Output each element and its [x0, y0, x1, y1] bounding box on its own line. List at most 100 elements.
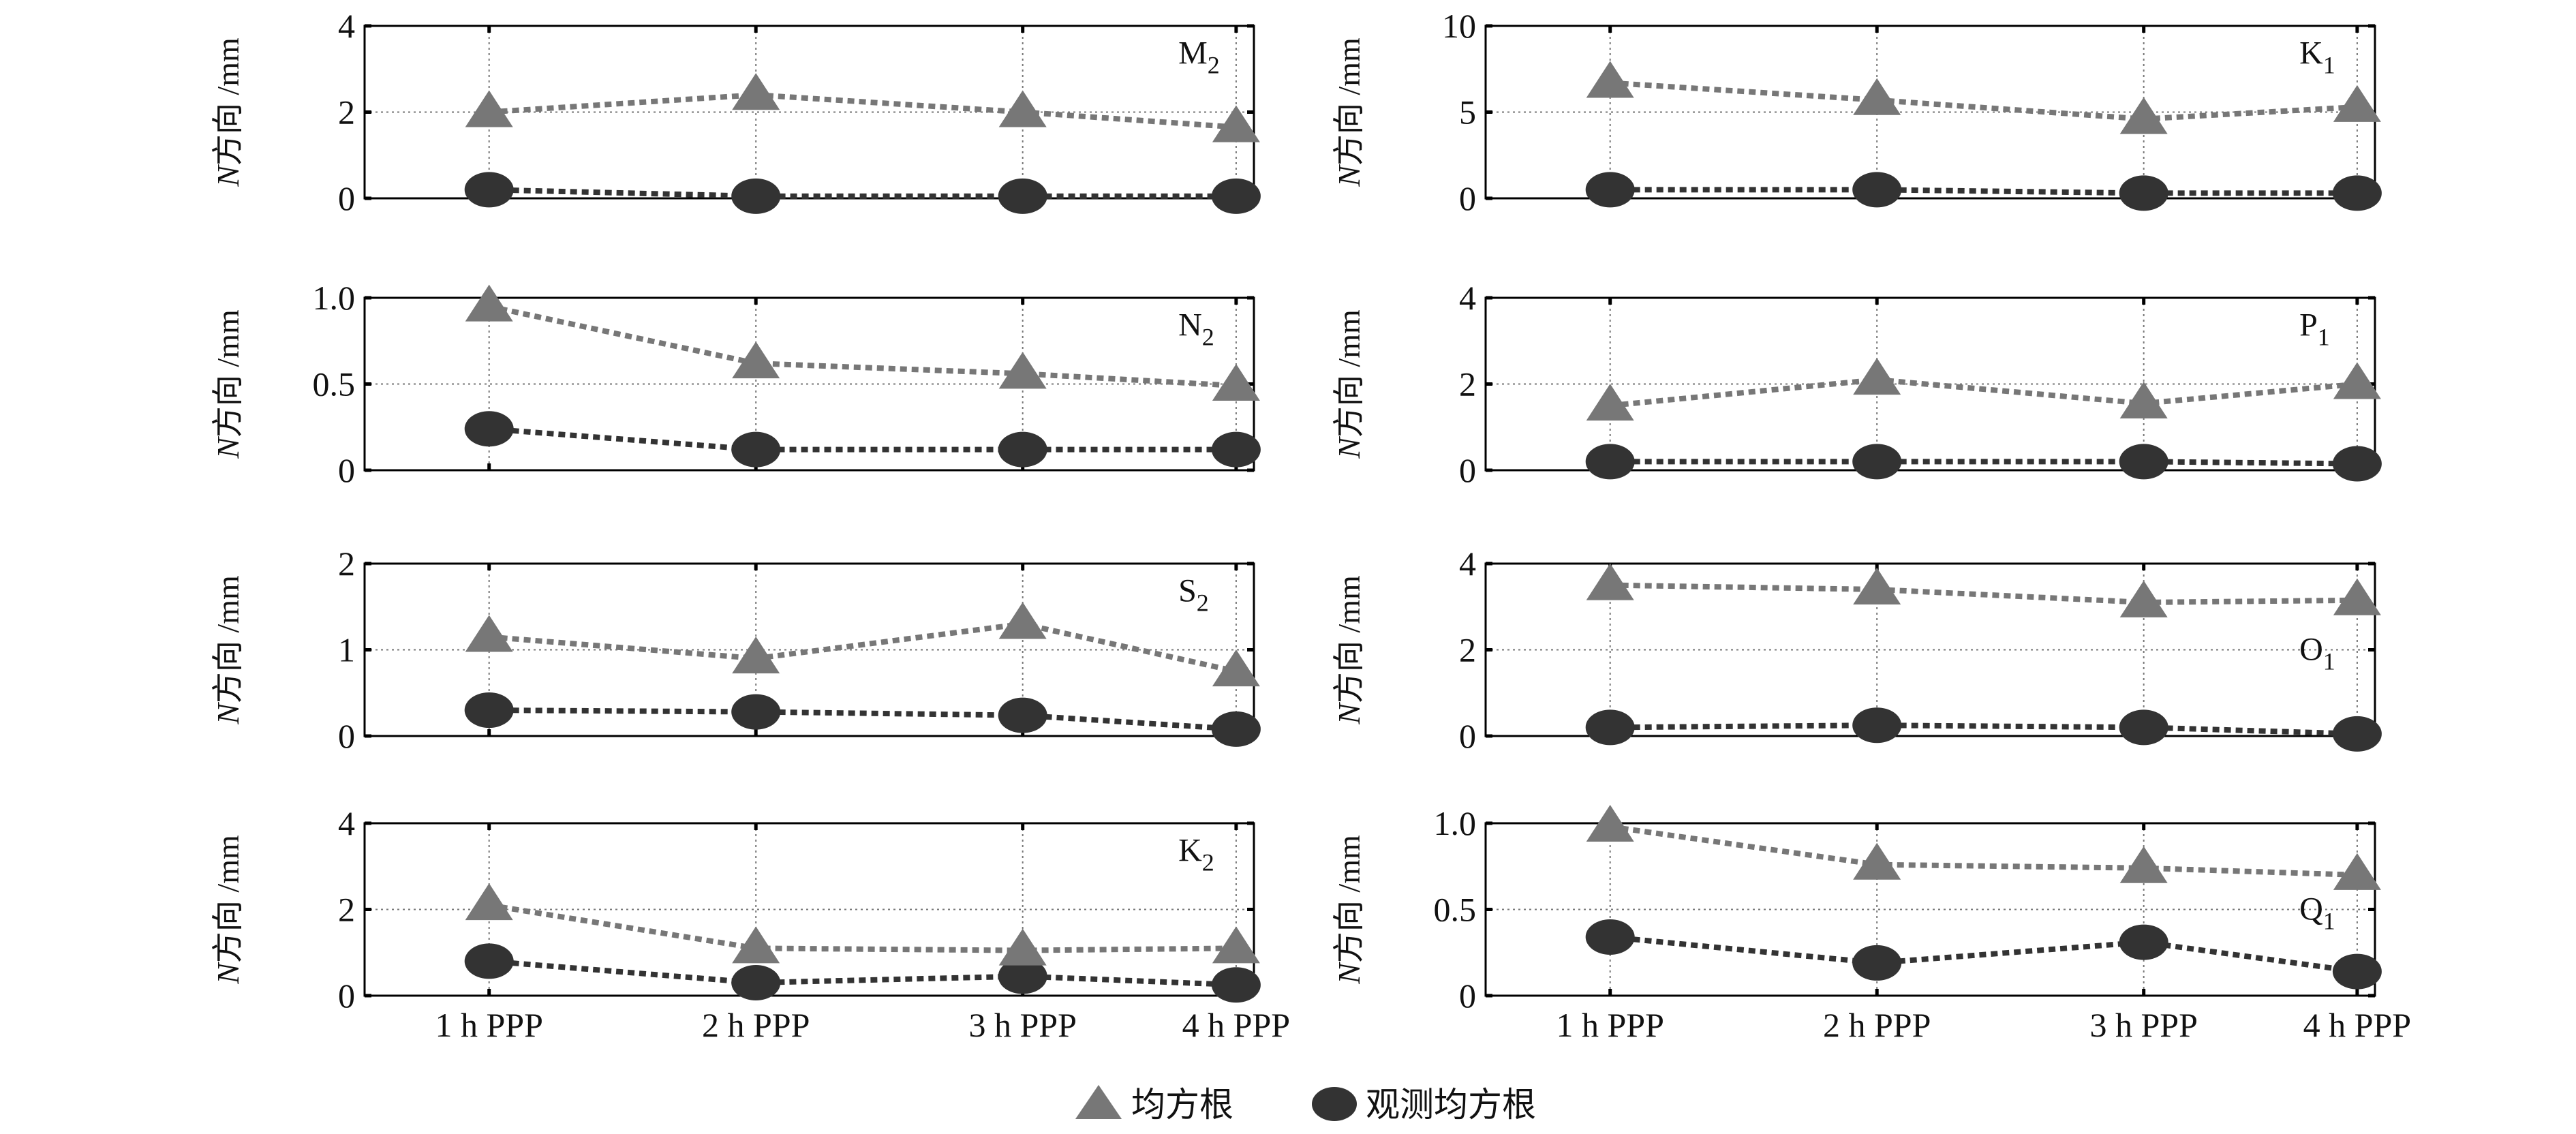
y-axis-label: N方向 /mm [1332, 309, 1366, 459]
rms-point [1853, 78, 1901, 115]
y-axis-label-var: N [1332, 164, 1366, 187]
obs-series-line [1610, 187, 2357, 196]
obs-point [731, 178, 781, 214]
y-axis-label-var: N [211, 436, 245, 459]
y-tick-label: 0 [338, 717, 355, 755]
legend-circle-marker [1312, 1087, 1357, 1121]
y-tick-label: 0 [338, 451, 355, 489]
y-axis-label: N方向 /mm [1332, 37, 1366, 187]
y-axis-label: N方向 /mm [1332, 575, 1366, 725]
panel-label-sub: 1 [2323, 648, 2335, 675]
y-axis-label: N方向 /mm [1332, 835, 1366, 985]
y-tick-label: 4 [338, 804, 355, 842]
panel-label-sub: 1 [2318, 324, 2330, 351]
obs-point [1585, 709, 1635, 746]
panel-p1: 0 2 4 N方向 /mm P1 [1332, 279, 2382, 489]
y-tick-label: 0 [1459, 977, 1476, 1015]
rms-point [465, 90, 513, 127]
y-tick-label: 0 [338, 977, 355, 1015]
obs-point [731, 965, 781, 1001]
obs-series-line [489, 187, 1236, 199]
y-axis-label-text: 方向 /mm [211, 309, 245, 438]
panel-o1: 0 2 4 N方向 /mm O1 [1332, 545, 2382, 755]
obs-series-line [1610, 722, 2358, 737]
x-tick-label: 1 h PPP [1556, 1006, 1663, 1044]
y-tick-label: 2 [1459, 631, 1476, 669]
y-axis-label-text: 方向 /mm [1332, 37, 1366, 166]
panel-label-sub: 2 [1197, 589, 1209, 617]
panel-label: M2 [1178, 35, 1220, 79]
y-axis-label-var: N [211, 962, 245, 985]
obs-point [2119, 175, 2168, 211]
rms-point [1212, 926, 1260, 964]
y-axis-label-var: N [1332, 436, 1366, 459]
panel-label-main: O [2299, 632, 2323, 668]
obs-point [1211, 711, 1261, 747]
obs-point [1852, 172, 1902, 208]
y-tick-label: 0.5 [1434, 891, 1477, 929]
panel-label-sub: 2 [1208, 52, 1220, 79]
y-tick-label: 2 [338, 545, 355, 583]
rms-series-line [488, 303, 1237, 389]
panel-label-sub: 1 [2323, 908, 2335, 935]
y-tick-label: 4 [1459, 279, 1476, 317]
obs-point [731, 431, 781, 468]
y-tick-label: 2 [338, 93, 355, 132]
y-tick-label: 2 [338, 891, 355, 929]
y-axis-label-text: 方向 /mm [211, 575, 245, 703]
rms-series-line [489, 92, 1237, 130]
rms-series-line [1610, 377, 2358, 409]
rms-point [1212, 364, 1260, 401]
obs-point [1852, 707, 1902, 744]
rms-point [998, 352, 1047, 389]
y-tick-label: 0 [1459, 717, 1476, 755]
obs-point [2332, 446, 2382, 482]
rms-point [1586, 805, 1634, 842]
panel-label-sub: 2 [1202, 324, 1214, 351]
legend-triangle-marker [1075, 1085, 1122, 1119]
panel-label-main: K [1178, 833, 1202, 869]
legend-label-rms: 均方根 [1131, 1086, 1233, 1124]
obs-point [464, 172, 514, 208]
rms-point [998, 90, 1047, 127]
panel-label: K1 [2299, 35, 2335, 79]
obs-series-line [489, 958, 1237, 988]
obs-point [1585, 444, 1635, 480]
rms-point [2119, 580, 2168, 617]
panel-k1: 0 5 10 N方向 /mm K1 [1332, 7, 2382, 217]
obs-point [998, 697, 1047, 733]
rms-point [1212, 105, 1260, 142]
y-tick-label: 1.0 [1434, 804, 1477, 842]
panel-q1: 0 0.5 1.0 N方向 /mm Q1 1 h PPP 2 h PPP 3 h PPP 4 h… [1332, 804, 2411, 1044]
obs-point [2332, 716, 2382, 752]
obs-point [998, 958, 1047, 994]
panel-label: Q1 [2299, 891, 2335, 935]
y-axis-label-var: N [1332, 962, 1366, 985]
obs-point [464, 943, 514, 979]
y-axis-label: N方向 /mm [211, 575, 245, 725]
rms-point [732, 73, 780, 110]
obs-point [1211, 967, 1261, 1003]
rms-point [998, 602, 1047, 639]
obs-point [1585, 919, 1635, 955]
panel-label-main: Q [2299, 891, 2323, 928]
panel-label-sub: 2 [1202, 849, 1214, 876]
rms-series-line [489, 621, 1237, 675]
rms-point [2333, 362, 2381, 399]
y-axis-label: N方向 /mm [211, 309, 245, 459]
rms-point [1853, 842, 1901, 880]
panel-label: S2 [1178, 573, 1209, 617]
obs-point [998, 178, 1047, 214]
rms-point [2333, 853, 2381, 890]
rms-point [2119, 846, 2168, 883]
legend: 均方根 观测均方根 [1075, 1085, 1536, 1124]
rms-point [2333, 578, 2381, 615]
panel-label: N2 [1178, 307, 1214, 351]
obs-point [998, 431, 1047, 468]
obs-point [1852, 945, 1902, 981]
